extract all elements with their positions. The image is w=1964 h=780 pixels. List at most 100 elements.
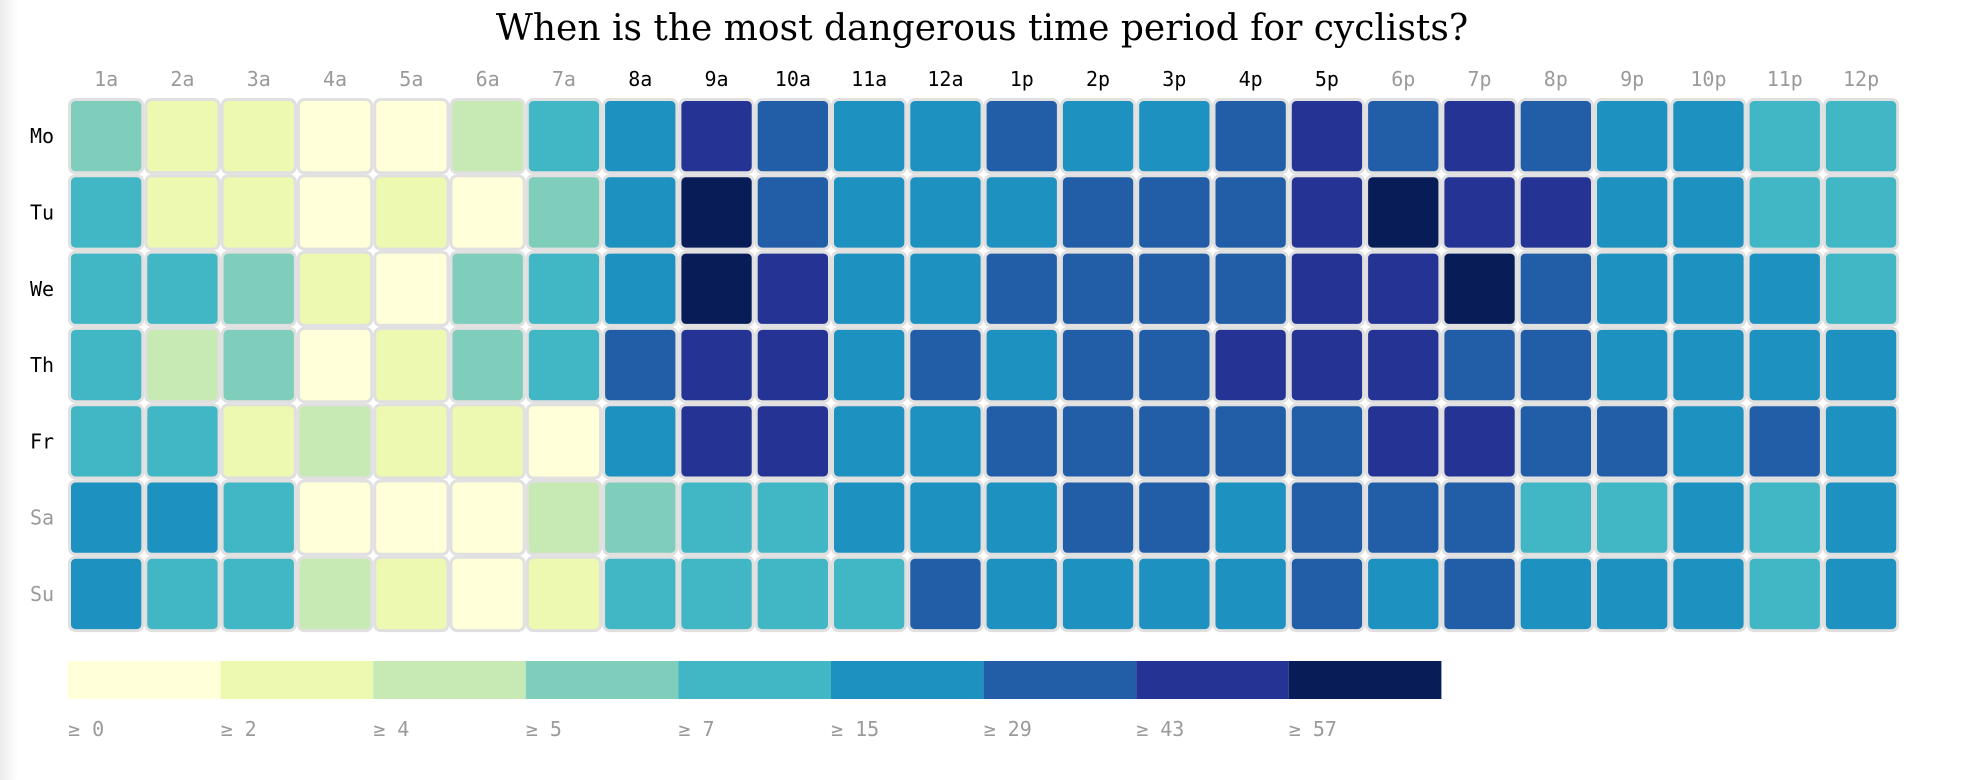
heatmap-cell-th-1p — [983, 326, 1060, 404]
heatmap-cell-fr-6p — [1365, 403, 1442, 480]
heatmap-cell-th-12p — [1822, 326, 1900, 404]
heatmap-cell-sa-11a — [831, 479, 908, 556]
heatmap-cell-tu-10p — [1670, 174, 1747, 251]
heatmap-cell-mo-8a — [602, 98, 679, 175]
legend-swatch-1 — [220, 661, 374, 699]
hour-label-3p: 3p — [1162, 67, 1186, 91]
heatmap-cell-th-1a — [68, 326, 145, 404]
heatmap-cell-fr-1a — [68, 403, 145, 480]
heatmap-cell-tu-9a — [678, 174, 755, 251]
heatmap-cell-we-9p — [1594, 250, 1671, 327]
hour-label-7a: 7a — [552, 67, 576, 91]
heatmap-cell-we-2a — [144, 250, 221, 327]
legend-label-5: ≥ 15 — [831, 717, 879, 741]
hour-label-1a: 1a — [94, 67, 118, 91]
heatmap-cell-su-2p — [1059, 555, 1137, 633]
heatmap-cell-fr-2a — [144, 403, 221, 480]
heatmap-cell-mo-12a — [907, 98, 984, 175]
heatmap-cell-fr-7p — [1441, 403, 1518, 480]
heatmap-cell-fr-8p — [1517, 403, 1594, 480]
heatmap-cell-th-8p — [1517, 326, 1594, 404]
heatmap-cell-su-9a — [678, 555, 755, 633]
legend-label-0: ≥ 0 — [68, 717, 104, 741]
hour-label-6p: 6p — [1391, 67, 1415, 91]
heatmap-cell-su-6p — [1365, 555, 1442, 633]
heatmap-cell-sa-1a — [68, 479, 145, 556]
heatmap-cell-we-7p — [1441, 250, 1518, 327]
heatmap-cell-th-3p — [1136, 326, 1213, 404]
heatmap-cell-mo-12p — [1822, 98, 1900, 175]
heatmap-cell-fr-10p — [1670, 403, 1747, 480]
heatmap-cell-we-10a — [754, 250, 832, 327]
heatmap-cell-mo-7a — [525, 98, 603, 175]
heatmap-cell-fr-1p — [983, 403, 1060, 480]
heatmap-cell-th-3a — [220, 326, 297, 404]
legend-label-6: ≥ 29 — [984, 717, 1032, 741]
heatmap-cell-mo-5p — [1288, 98, 1366, 175]
heatmap-cell-tu-8p — [1517, 174, 1594, 251]
legend-swatch-7 — [1136, 661, 1289, 699]
heatmap-cell-sa-5a — [373, 479, 450, 556]
hour-label-7p: 7p — [1468, 67, 1492, 91]
heatmap-cell-sa-8a — [602, 479, 679, 556]
day-label-mo: Mo — [30, 124, 54, 148]
heatmap-cell-sa-4a — [296, 479, 374, 556]
heatmap-cell-sa-2p — [1059, 479, 1137, 556]
heatmap-cell-su-6a — [449, 555, 526, 633]
day-label-su: Su — [30, 582, 54, 606]
legend-swatch-4 — [678, 661, 831, 699]
heatmap-cell-mo-2p — [1059, 98, 1137, 175]
heatmap-cell-tu-9p — [1594, 174, 1671, 251]
heatmap-cell-fr-2p — [1059, 403, 1137, 480]
heatmap-cell-th-4p — [1212, 326, 1289, 404]
heatmap-cell-we-10p — [1670, 250, 1747, 327]
heatmap-cell-th-8a — [602, 326, 679, 404]
heatmap-cell-su-11p — [1746, 555, 1823, 633]
heatmap-cell-mo-9p — [1594, 98, 1671, 175]
hour-label-9p: 9p — [1620, 67, 1644, 91]
heatmap-cell-sa-11p — [1746, 479, 1823, 556]
heatmap-cell-fr-8a — [602, 403, 679, 480]
legend-swatch-2 — [373, 661, 526, 699]
heatmap-cell-su-11a — [831, 555, 908, 633]
heatmap-cell-fr-9a — [678, 403, 755, 480]
heatmap-cell-su-8p — [1517, 555, 1594, 633]
heatmap-cell-tu-5a — [373, 174, 450, 251]
legend-swatch-3 — [525, 661, 679, 699]
heatmap-cell-sa-3p — [1136, 479, 1213, 556]
heatmap-cell-mo-4p — [1212, 98, 1289, 175]
heatmap-cell-sa-12a — [907, 479, 984, 556]
heatmap-cell-tu-2a — [144, 174, 221, 251]
heatmap-cell-sa-6a — [449, 479, 526, 556]
legend-label-1: ≥ 2 — [221, 717, 257, 741]
legend-label-8: ≥ 57 — [1289, 717, 1337, 741]
heatmap-cell-we-12a — [907, 250, 984, 327]
hour-label-2p: 2p — [1086, 67, 1110, 91]
heatmap-cell-su-8a — [602, 555, 679, 633]
legend-label-7: ≥ 43 — [1136, 717, 1184, 741]
heatmap-cell-su-5p — [1288, 555, 1366, 633]
heatmap-cell-tu-1a — [68, 174, 145, 251]
heatmap-cell-mo-6p — [1365, 98, 1442, 175]
heatmap-cell-su-4a — [296, 555, 374, 633]
heatmap-cell-we-1p — [983, 250, 1060, 327]
heatmap-cell-th-5a — [373, 326, 450, 404]
heatmap-cell-we-1a — [68, 250, 145, 327]
heatmap-cell-mo-5a — [373, 98, 450, 175]
chart-title: When is the most dangerous time period f… — [495, 8, 1469, 49]
heatmap-cell-su-7a — [525, 555, 603, 633]
heatmap-cell-su-3a — [220, 555, 297, 633]
heatmap-cell-th-2p — [1059, 326, 1137, 404]
heatmap-cell-fr-4p — [1212, 403, 1289, 480]
heatmap-cell-tu-6a — [449, 174, 526, 251]
legend-swatch-0 — [68, 661, 221, 699]
heatmap-cell-fr-3p — [1136, 403, 1213, 480]
heatmap-cell-fr-6a — [449, 403, 526, 480]
hour-label-11a: 11a — [851, 67, 887, 91]
heatmap-cell-mo-3a — [220, 98, 297, 175]
heatmap-cell-we-6a — [449, 250, 526, 327]
hour-label-10a: 10a — [775, 67, 811, 91]
heatmap-cell-th-7p — [1441, 326, 1518, 404]
heatmap-cell-fr-9p — [1594, 403, 1671, 480]
